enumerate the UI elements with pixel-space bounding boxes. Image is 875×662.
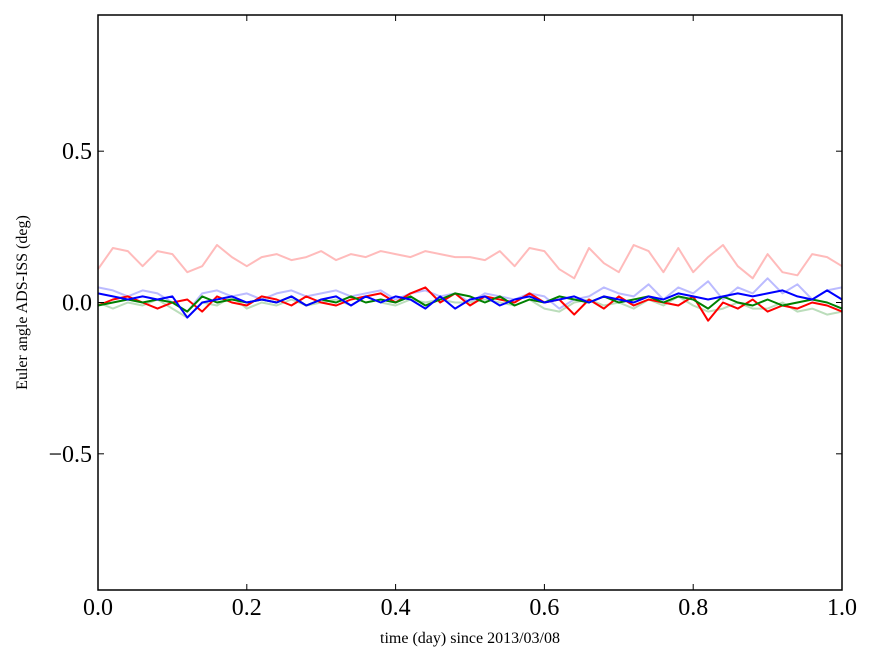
y-axis-label: Euler angle ADS-ISS (deg) xyxy=(14,215,31,390)
x-axis-ticks: 0.0 0.2 0.4 0.6 0.8 1.0 xyxy=(83,15,857,621)
x-tick-label: 0.6 xyxy=(529,595,559,621)
x-tick-label: 0.4 xyxy=(381,595,411,621)
x-tick-label: 0.2 xyxy=(232,595,262,621)
y-axis-ticks: −0.5 0.0 0.5 xyxy=(48,139,842,468)
y-tick-label: 0.0 xyxy=(62,291,92,317)
x-tick-label: 0.0 xyxy=(83,595,113,621)
y-tick-label: −0.5 xyxy=(48,442,92,468)
x-tick-label: 1.0 xyxy=(827,595,857,621)
x-tick-label: 0.8 xyxy=(678,595,708,621)
series-line-5 xyxy=(97,292,843,313)
series-layer xyxy=(97,244,843,322)
y-tick-label: 0.5 xyxy=(62,139,92,165)
x-axis-label: time (day) since 2013/03/08 xyxy=(380,630,560,647)
series-line-6 xyxy=(97,289,843,319)
series-line-1 xyxy=(97,244,843,280)
